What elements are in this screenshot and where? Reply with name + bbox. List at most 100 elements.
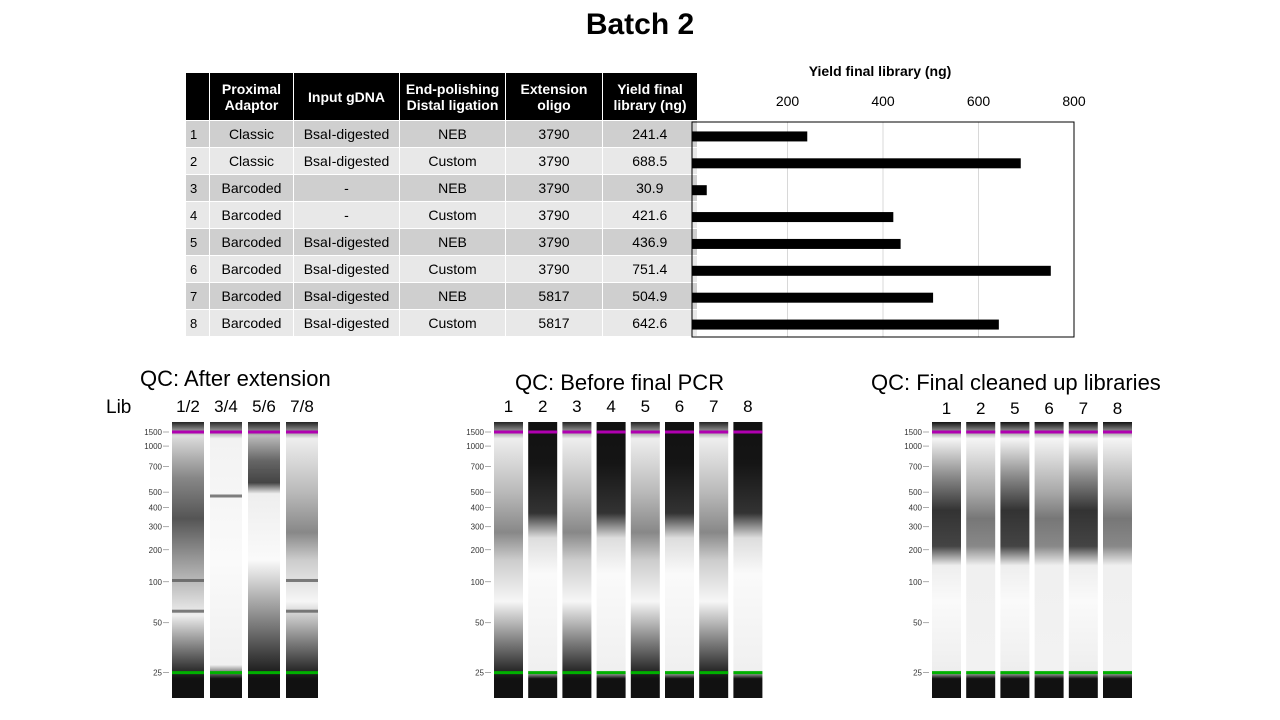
lane-label: 8 (1112, 399, 1123, 418)
ladder-label: 700 (909, 463, 923, 472)
ladder-label: 500 (149, 488, 163, 497)
ladder-label: 300 (471, 523, 485, 532)
library-table: Proximal Adaptor Input gDNA End-polishin… (186, 73, 698, 336)
ladder-label: 100 (909, 578, 923, 587)
cell-gdna: - (293, 201, 400, 229)
lower-marker (248, 671, 280, 675)
ladder-label: 25 (913, 669, 922, 678)
cell-adaptor: Barcoded (209, 228, 294, 256)
cell-polish: NEB (399, 174, 506, 202)
table-row: 8 Barcoded BsaI-digested Custom 5817 642.6 (186, 309, 698, 336)
ladder-label: 700 (149, 463, 163, 472)
gel-image-before-pcr: 1500 1000 700 500 400 300 200 100 50 25 (466, 422, 763, 698)
table-row: 4 Barcoded - Custom 3790 421.6 (186, 201, 698, 229)
cell-oligo: 3790 (505, 201, 603, 229)
cell-polish: Custom (399, 147, 506, 175)
ladder-label: 300 (149, 523, 163, 532)
cell-adaptor: Classic (209, 147, 294, 175)
gel-lane (528, 422, 558, 698)
header-extension-oligo: Extension oligo (505, 73, 603, 121)
gel-band (248, 468, 280, 472)
lane-label: 1/2 (176, 397, 200, 416)
table-row: 1 Classic BsaI-digested NEB 3790 241.4 (186, 120, 698, 148)
lane-label: 1 (503, 397, 514, 416)
lower-marker (528, 671, 558, 675)
gel-lane (286, 422, 318, 698)
bar-lib-4 (692, 212, 894, 223)
cell-polish: Custom (399, 255, 506, 283)
header-end-polishing: End-polishing Distal ligation (399, 73, 506, 121)
table-row: 2 Classic BsaI-digested Custom 3790 688.5 (186, 147, 698, 175)
gel-lane (494, 422, 523, 698)
table-row: 5 Barcoded BsaI-digested NEB 3790 436.9 (186, 228, 698, 256)
cell-index: 4 (186, 201, 210, 229)
ladder-label: 400 (909, 504, 923, 513)
ladder-label: 50 (913, 619, 922, 628)
table-row: 3 Barcoded - NEB 3790 30.9 (186, 174, 698, 202)
cell-yield: 504.9 (602, 282, 698, 310)
cell-oligo: 3790 (505, 255, 603, 283)
ladder-label: 500 (471, 488, 485, 497)
gel-band (286, 609, 318, 613)
ladder-label: 1500 (904, 428, 922, 437)
header-proximal-adaptor: Proximal Adaptor (209, 73, 294, 121)
ladder-label: 100 (149, 578, 163, 587)
upper-marker (733, 430, 763, 434)
lane-label: 5/6 (252, 397, 276, 416)
upper-marker (528, 430, 558, 434)
lower-marker (1068, 671, 1098, 675)
ladder-label: 200 (149, 546, 163, 555)
cell-gdna: - (293, 174, 400, 202)
lane-label: 7 (1078, 399, 1089, 418)
cell-oligo: 3790 (505, 147, 603, 175)
cell-yield: 241.4 (602, 120, 698, 148)
x-tick-label: 600 (967, 93, 991, 109)
ladder-label: 100 (471, 578, 485, 587)
ladder-label: 500 (909, 488, 923, 497)
lane-label: 8 (743, 397, 753, 416)
cell-gdna: BsaI-digested (293, 255, 400, 283)
gel-lane (172, 422, 204, 698)
gel-image-final-libraries: 1500 1000 700 500 400 300 200 100 50 25 (904, 422, 1132, 698)
cell-yield: 688.5 (602, 147, 698, 175)
gel-lane (733, 422, 763, 698)
upper-marker (210, 430, 242, 434)
lower-marker (494, 671, 523, 675)
gel-band (172, 609, 204, 613)
cell-gdna: BsaI-digested (293, 228, 400, 256)
lower-marker (210, 671, 242, 675)
lower-marker (562, 671, 592, 675)
gel-title-final-libraries: QC: Final cleaned up libraries (871, 370, 1161, 395)
cell-index: 3 (186, 174, 210, 202)
page-title: Batch 2 (585, 8, 695, 41)
upper-marker (172, 430, 204, 434)
cell-index: 6 (186, 255, 210, 283)
chart-title: Yield final library (ng) (809, 63, 952, 79)
lower-marker (286, 671, 318, 675)
bar-lib-8 (692, 319, 999, 330)
lower-marker (630, 671, 660, 675)
cell-adaptor: Barcoded (209, 201, 294, 229)
ladder-label: 200 (909, 546, 923, 555)
ladder-label: 1500 (144, 428, 162, 437)
cell-gdna: BsaI-digested (293, 309, 400, 336)
bar-lib-7 (692, 292, 934, 303)
table-header-row: Proximal Adaptor Input gDNA End-polishin… (186, 73, 697, 121)
lane-label: 5 (640, 397, 651, 416)
upper-marker (286, 430, 318, 434)
ladder-label: 25 (475, 669, 484, 678)
gel-lane (248, 422, 280, 698)
lower-marker (699, 671, 729, 675)
cell-polish: NEB (399, 282, 506, 310)
lane-label: 1 (941, 399, 952, 418)
cell-yield: 642.6 (602, 309, 698, 336)
cell-adaptor: Barcoded (209, 282, 294, 310)
x-tick-label: 200 (776, 93, 800, 109)
lower-marker (1000, 671, 1030, 675)
upper-marker (932, 430, 961, 434)
gel-title-after-extension: QC: After extension (140, 366, 331, 391)
gel-lane (562, 422, 592, 698)
cell-yield: 421.6 (602, 201, 698, 229)
header-input-gdna: Input gDNA (293, 73, 400, 121)
cell-polish: Custom (399, 309, 506, 336)
